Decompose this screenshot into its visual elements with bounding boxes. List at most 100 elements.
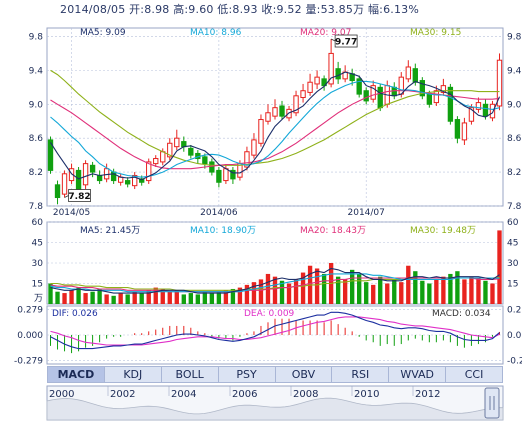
price-ma5-line <box>50 71 501 181</box>
volume-bar <box>469 276 474 304</box>
macd-legend-macd: MACD: 0.034 <box>432 309 491 319</box>
volume-bar <box>111 295 116 304</box>
candle-body <box>447 86 454 122</box>
volume-bar <box>399 282 404 304</box>
price-ytick-right: 7.8 <box>507 202 522 212</box>
tab-rsi[interactable]: RSI <box>332 367 390 382</box>
candle-body <box>468 107 475 122</box>
volume-bar <box>181 294 186 304</box>
volume-bar <box>125 294 130 304</box>
volume-bar <box>490 283 495 304</box>
volume-bar <box>69 290 74 304</box>
tab-wvad[interactable]: WVAD <box>389 367 447 382</box>
candle-body <box>391 86 397 97</box>
price-info-line: 2014/08/05 开:8.98 高:9.60 低:8.93 收:9.52 量… <box>60 3 420 16</box>
candle-body <box>279 105 285 117</box>
candle-body <box>68 168 75 182</box>
volume-bar <box>76 287 81 304</box>
volume-unit: 万 <box>34 294 43 304</box>
candle-body <box>146 161 152 182</box>
candle-body <box>489 103 496 119</box>
candle-body <box>61 173 68 195</box>
candle-body <box>153 158 159 165</box>
timeline-sparkline <box>46 397 504 421</box>
volume-bar <box>132 291 137 304</box>
volume-ytick-left: 60 <box>32 218 44 228</box>
candle-body <box>496 59 503 107</box>
volume-bar <box>406 265 411 304</box>
candle-body <box>405 66 411 80</box>
candle-body <box>216 169 222 183</box>
macd-dif-line <box>50 311 500 350</box>
candle-body <box>377 86 383 109</box>
candle-body <box>482 103 489 117</box>
annotation-min: 7.82 <box>68 192 90 202</box>
price-ytick-left: 9.4 <box>29 66 44 76</box>
volume-bar <box>62 293 67 304</box>
timeline-panel: 2000 2002 2004 2006 2008 2010 2012 <box>46 385 504 421</box>
volume-ytick-left: 30 <box>32 259 44 269</box>
volume-ma10-line <box>50 273 500 293</box>
candle-body <box>167 142 173 158</box>
volume-bar <box>48 283 53 304</box>
volume-bar <box>476 278 481 304</box>
volume-bar <box>349 269 355 304</box>
price-ytick-right: 9.8 <box>507 32 522 42</box>
volume-legend-0: MA5: 21.45万 <box>80 226 140 236</box>
candle-body <box>335 68 341 80</box>
tab-boll[interactable]: BOLL <box>162 367 219 382</box>
candle-body <box>244 151 250 168</box>
price-ytick-left: 8.6 <box>29 134 44 144</box>
volume-bar <box>55 291 60 304</box>
volume-bar <box>195 294 201 304</box>
volume-bar <box>153 287 158 304</box>
candle-body <box>426 93 433 105</box>
candle-body <box>223 168 229 182</box>
macd-legend-dea: DEA: 0.009 <box>244 309 295 319</box>
tab-kdj[interactable]: KDJ <box>105 367 162 382</box>
volume-bar <box>237 287 243 304</box>
candle-body <box>251 139 257 156</box>
candle-body <box>139 178 145 183</box>
timeline-year-label: 2006 <box>232 389 257 400</box>
macd-ytick-left: 0.000 <box>17 331 43 341</box>
price-ytick-left: 9.8 <box>29 32 44 42</box>
volume-bar <box>364 282 369 304</box>
candle-body <box>132 174 138 187</box>
volume-ytick-right: 15 <box>507 280 518 290</box>
candle-body <box>328 52 334 85</box>
price-xtick: 2014/07 <box>348 208 385 218</box>
candle-body <box>475 102 482 110</box>
price-ytick-left: 8.2 <box>29 168 43 178</box>
volume-bar <box>118 293 123 304</box>
candle-body <box>363 90 369 102</box>
volume-bar <box>357 273 362 304</box>
volume-bar <box>378 276 383 304</box>
tab-psy[interactable]: PSY <box>219 367 276 382</box>
candle-body <box>96 174 103 182</box>
price-xtick: 2014/05 <box>53 208 90 218</box>
timeline-range-handle[interactable] <box>484 387 500 419</box>
candle-body <box>286 108 292 119</box>
volume-bar <box>279 280 285 304</box>
volume-bar <box>139 293 144 304</box>
volume-bar <box>216 291 222 304</box>
volume-ma20-line <box>50 277 500 293</box>
tab-cci[interactable]: CCI <box>464 368 484 381</box>
volume-bar <box>83 293 88 304</box>
volume-bar <box>434 279 439 304</box>
tab-macd[interactable]: MACD <box>48 367 105 382</box>
price-xtick: 2014/06 <box>200 208 238 218</box>
volume-bar <box>251 282 257 304</box>
volume-bar <box>244 284 250 304</box>
volume-bar <box>427 283 432 304</box>
candle-body <box>75 169 82 192</box>
price-ma10-line <box>50 80 500 178</box>
volume-bar <box>497 230 502 304</box>
candle-body <box>258 119 264 144</box>
tab-obv[interactable]: OBV <box>276 367 333 382</box>
candle-body <box>202 156 208 165</box>
candle-body <box>265 112 271 122</box>
volume-bar <box>174 290 179 304</box>
volume-ytick-right: 30 <box>507 259 519 269</box>
